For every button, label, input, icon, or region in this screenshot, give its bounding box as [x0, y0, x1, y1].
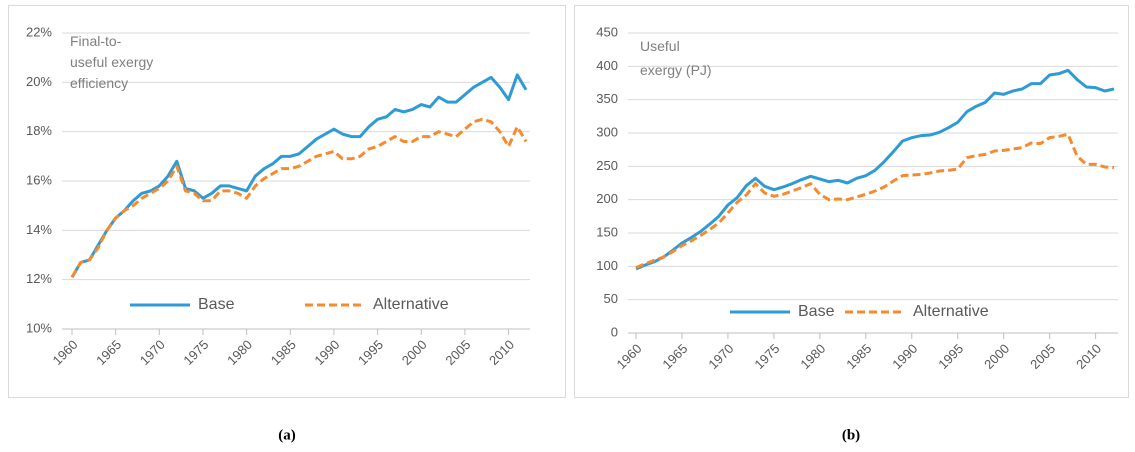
- x-tick-label: 1980: [224, 337, 255, 368]
- x-tick-label: 1960: [613, 341, 644, 372]
- x-tick-label: 2005: [1027, 341, 1058, 372]
- caption: (b): [842, 427, 860, 443]
- legend-label: Base: [798, 303, 835, 320]
- annotation: useful exergy: [70, 54, 153, 70]
- legend-label: Base: [198, 296, 235, 313]
- annotation: exergy (PJ): [640, 62, 712, 78]
- legend-label: Alternative: [373, 296, 449, 313]
- y-tick-label: 0: [611, 324, 618, 339]
- y-tick-label: 16%: [26, 172, 52, 187]
- x-tick-label: 1980: [797, 341, 828, 372]
- x-tick-label: 1975: [751, 341, 782, 372]
- x-tick-label: 1995: [935, 341, 966, 372]
- y-tick-label: 250: [596, 158, 618, 173]
- x-tick-label: 1985: [843, 341, 874, 372]
- x-tick-label: 1970: [705, 341, 736, 372]
- y-tick-label: 10%: [26, 320, 52, 335]
- y-tick-label: 300: [596, 124, 618, 139]
- y-tick-label: 14%: [26, 222, 52, 237]
- y-tick-label: 400: [596, 58, 618, 73]
- series-line: [635, 68, 1115, 271]
- x-tick-label: 2010: [486, 337, 517, 368]
- annotation: Useful: [640, 38, 680, 54]
- y-tick-label: 12%: [26, 271, 52, 286]
- chart-frame: [574, 5, 1129, 398]
- legend-label: Alternative: [913, 303, 989, 320]
- x-tick-label: 1965: [93, 337, 124, 368]
- x-tick-label: 2000: [981, 341, 1012, 372]
- x-tick-label: 1990: [311, 337, 342, 368]
- chart-frame: [8, 5, 566, 398]
- y-tick-label: 200: [596, 191, 618, 206]
- y-tick-label: 20%: [26, 74, 52, 89]
- x-tick-label: 1960: [49, 337, 80, 368]
- y-tick-label: 22%: [26, 24, 52, 39]
- series-line: [635, 132, 1115, 270]
- series-line: [70, 73, 528, 278]
- x-tick-label: 2005: [442, 337, 473, 368]
- annotation: efficiency: [70, 75, 128, 91]
- x-tick-label: 1965: [659, 341, 690, 372]
- y-tick-label: 450: [596, 24, 618, 39]
- y-tick-label: 100: [596, 258, 618, 273]
- x-tick-label: 1995: [355, 337, 386, 368]
- x-tick-label: 2010: [1073, 341, 1104, 372]
- x-tick-label: 1990: [889, 341, 920, 372]
- y-tick-label: 18%: [26, 123, 52, 138]
- x-tick-label: 1985: [268, 337, 299, 368]
- x-tick-label: 2000: [399, 337, 430, 368]
- series-line: [70, 117, 528, 278]
- x-tick-label: 1970: [137, 337, 168, 368]
- x-tick-label: 1975: [180, 337, 211, 368]
- caption: (a): [278, 427, 296, 443]
- y-tick-label: 50: [604, 291, 618, 306]
- y-tick-label: 150: [596, 224, 618, 239]
- annotation: Final-to-: [70, 33, 122, 49]
- y-tick-label: 350: [596, 91, 618, 106]
